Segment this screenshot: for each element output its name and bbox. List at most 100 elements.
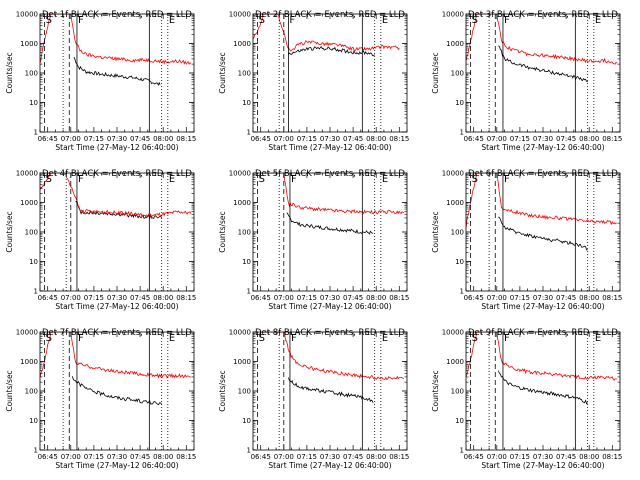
x-axis-label: Start Time (27-May-12 06:40:00): [481, 143, 604, 152]
series-lld: [40, 14, 192, 65]
series-events: [286, 212, 374, 235]
marker-label: E: [595, 15, 601, 26]
x-tick-label: 07:30: [533, 135, 553, 143]
x-tick-label: 06:45: [251, 135, 271, 143]
marker-label: F: [504, 15, 510, 26]
y-tick-label: 10: [242, 417, 251, 425]
x-tick-label: 07:15: [297, 294, 317, 302]
y-tick-label: 1: [247, 288, 251, 296]
y-axis-label: Counts/sec: [431, 211, 440, 252]
x-tick-label: 08:00: [366, 453, 386, 461]
x-tick-label: 07:00: [274, 294, 294, 302]
axes-frame: [39, 172, 195, 292]
x-axis-label: Start Time (27-May-12 06:40:00): [481, 461, 604, 470]
y-tick-label: 10: [455, 258, 464, 266]
axes-frame: [252, 13, 408, 133]
x-tick-label: 07:45: [130, 135, 150, 143]
x-tick-label: 08:00: [579, 453, 599, 461]
marker-label: S: [259, 333, 265, 344]
x-tick-label: 08:15: [602, 135, 622, 143]
y-axis-label: Counts/sec: [5, 211, 14, 252]
series-lld: [466, 173, 617, 229]
x-tick-label: 08:15: [602, 453, 622, 461]
x-axis-label: Start Time (27-May-12 06:40:00): [55, 143, 178, 152]
marker-label: F: [291, 174, 297, 185]
x-tick-label: 07:30: [107, 135, 127, 143]
series-events: [288, 377, 374, 403]
y-tick-label: 100: [451, 229, 464, 237]
axes-frame: [465, 331, 621, 451]
x-tick-label: 07:30: [107, 294, 127, 302]
x-tick-label: 08:15: [389, 135, 409, 143]
y-axis-label: Counts/sec: [5, 52, 14, 93]
marker-label: E: [169, 333, 175, 344]
x-tick-label: 08:00: [579, 135, 599, 143]
marker-label: E: [169, 15, 175, 26]
marker-label: S: [472, 174, 478, 185]
y-axis-label: Counts/sec: [218, 370, 227, 411]
marker-label: S: [46, 333, 52, 344]
x-axis-label: Start Time (27-May-12 06:40:00): [268, 302, 391, 311]
x-tick-label: 07:45: [343, 135, 363, 143]
axes-frame: [465, 13, 621, 133]
x-tick-label: 07:30: [320, 294, 340, 302]
y-tick-label: 100: [238, 229, 251, 237]
marker-label: F: [504, 333, 510, 344]
marker-label: F: [504, 174, 510, 185]
series-lld: [253, 332, 405, 381]
x-tick-label: 08:00: [579, 294, 599, 302]
y-tick-label: 100: [451, 388, 464, 396]
x-tick-label: 07:30: [320, 453, 340, 461]
x-axis-label: Start Time (27-May-12 06:40:00): [481, 302, 604, 311]
x-tick-label: 06:45: [251, 294, 271, 302]
y-tick-label: 1: [460, 447, 464, 455]
series-events: [75, 200, 163, 220]
y-tick-label: 1000: [446, 199, 464, 207]
x-tick-label: 07:00: [487, 294, 507, 302]
x-tick-label: 07:15: [510, 135, 530, 143]
x-tick-label: 07:15: [84, 135, 104, 143]
x-tick-label: 08:00: [153, 453, 173, 461]
series-lld: [466, 332, 618, 381]
y-tick-label: 10000: [16, 329, 38, 337]
marker-label: E: [382, 174, 388, 185]
x-tick-label: 06:45: [38, 453, 58, 461]
y-tick-label: 1: [247, 447, 251, 455]
marker-label: S: [472, 15, 478, 26]
marker-label: E: [169, 174, 175, 185]
series-events: [288, 46, 375, 57]
y-tick-label: 10000: [229, 329, 251, 337]
x-tick-label: 07:00: [61, 294, 81, 302]
x-tick-label: 06:45: [38, 135, 58, 143]
marker-label: F: [78, 333, 84, 344]
x-tick-label: 07:45: [556, 453, 576, 461]
y-tick-label: 100: [238, 70, 251, 78]
marker-label: S: [259, 174, 265, 185]
x-tick-label: 06:45: [38, 294, 58, 302]
y-tick-label: 1: [34, 129, 38, 137]
y-tick-label: 100: [25, 229, 38, 237]
x-tick-label: 07:00: [274, 453, 294, 461]
marker-label: S: [46, 15, 52, 26]
x-tick-label: 07:45: [556, 294, 576, 302]
y-tick-label: 100: [451, 70, 464, 78]
marker-label: F: [78, 174, 84, 185]
series-lld: [40, 173, 192, 218]
y-tick-label: 10000: [229, 11, 251, 19]
x-tick-label: 07:00: [61, 135, 81, 143]
y-tick-label: 10000: [229, 170, 251, 178]
marker-label: E: [382, 333, 388, 344]
x-tick-label: 08:00: [153, 135, 173, 143]
y-axis-label: Counts/sec: [218, 52, 227, 93]
x-tick-label: 08:15: [176, 135, 196, 143]
x-tick-label: 08:00: [153, 294, 173, 302]
y-tick-label: 10000: [16, 11, 38, 19]
y-axis-label: Counts/sec: [431, 52, 440, 93]
x-tick-label: 06:45: [464, 294, 484, 302]
x-axis-label: Start Time (27-May-12 06:40:00): [55, 302, 178, 311]
x-tick-label: 07:15: [510, 294, 530, 302]
y-tick-label: 1000: [446, 358, 464, 366]
axes-frame: [465, 172, 621, 292]
